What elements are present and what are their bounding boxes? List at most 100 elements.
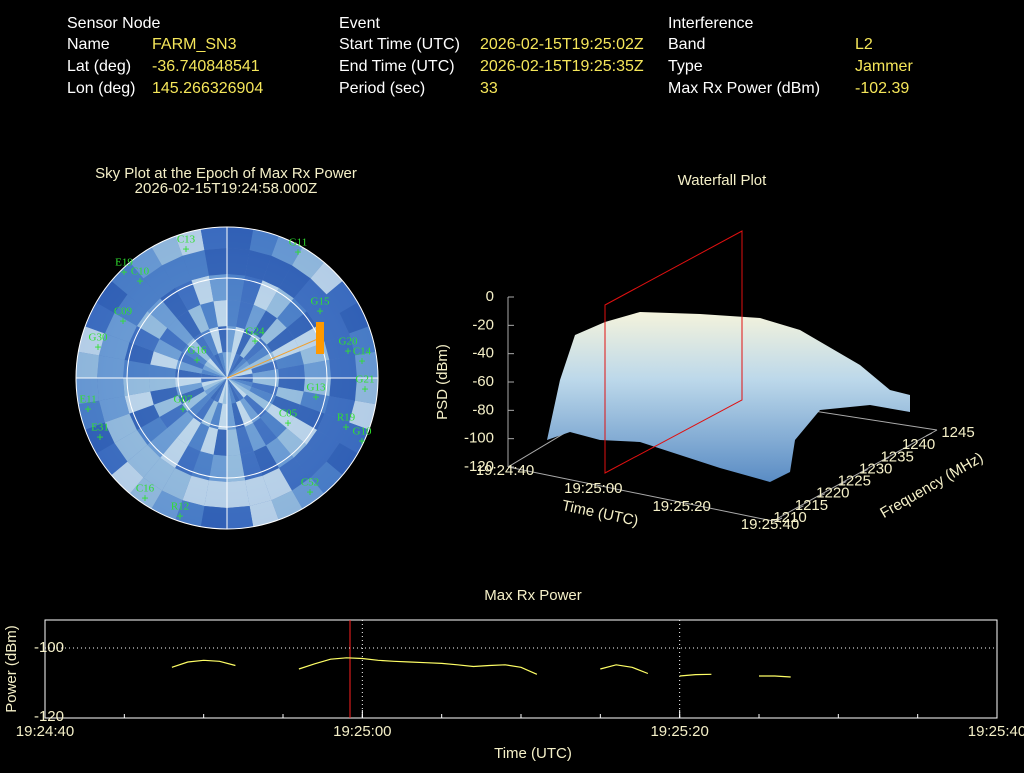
sky-cell bbox=[245, 475, 272, 506]
sky-cell bbox=[162, 468, 192, 501]
chart-title: Max Rx Power bbox=[484, 587, 582, 604]
x-tick-label: 19:25:20 bbox=[650, 723, 708, 740]
field-value: 2026-02-15T19:25:35Z bbox=[480, 58, 644, 75]
sky-cell bbox=[159, 327, 188, 352]
sky-cell bbox=[227, 274, 246, 302]
satellite-label: G21 bbox=[356, 374, 375, 386]
satellite-label: E19 bbox=[115, 257, 133, 269]
sky-cell bbox=[249, 386, 276, 404]
sky-cell bbox=[272, 395, 301, 417]
satellite-label: C52 bbox=[301, 477, 319, 489]
sky-cell bbox=[227, 403, 236, 430]
sky-cell bbox=[126, 242, 162, 279]
sky-cell bbox=[278, 364, 305, 378]
satellite-marker: + bbox=[358, 354, 365, 368]
sky-cell bbox=[175, 445, 201, 476]
sky-cell bbox=[201, 378, 227, 387]
sky-cell bbox=[218, 352, 227, 378]
sky-cell bbox=[176, 310, 201, 339]
freq-tick-label: 1215 bbox=[795, 497, 828, 514]
field-value: 33 bbox=[480, 80, 498, 97]
sky-cell bbox=[252, 378, 279, 387]
field-value: -36.740848541 bbox=[152, 58, 260, 75]
sky-cell bbox=[355, 350, 378, 378]
satellite-marker: + bbox=[94, 340, 101, 354]
sky-cell bbox=[210, 378, 227, 401]
sky-cell bbox=[204, 248, 227, 276]
sky-cell bbox=[292, 242, 328, 279]
satellite-label: G11 bbox=[289, 237, 308, 249]
satellite-label: G15 bbox=[311, 296, 330, 308]
section-title: Interference bbox=[668, 15, 753, 32]
sky-cell bbox=[143, 265, 175, 299]
z-tick-label: -20 bbox=[472, 316, 494, 333]
x-tick-label: 19:24:40 bbox=[16, 723, 74, 740]
sky-cell bbox=[253, 310, 278, 339]
sky-cell bbox=[227, 373, 253, 378]
sky-cell bbox=[209, 326, 223, 354]
sky-cell bbox=[240, 333, 261, 359]
sky-cell bbox=[182, 475, 209, 506]
sky-cell bbox=[176, 417, 201, 446]
sky-cell bbox=[143, 457, 175, 491]
sky-cell bbox=[306, 430, 340, 462]
sky-cell bbox=[104, 313, 137, 343]
y-tick-label: -100 bbox=[34, 639, 64, 656]
sky-cells bbox=[76, 227, 378, 529]
satellite-label: G07 bbox=[174, 394, 193, 406]
sky-cell bbox=[218, 326, 227, 353]
satellite-marker: + bbox=[96, 430, 103, 444]
sky-cell bbox=[160, 437, 188, 469]
sky-cell bbox=[193, 397, 214, 423]
sky-cell bbox=[306, 294, 340, 326]
satellite-marker: + bbox=[284, 416, 291, 430]
sky-cell bbox=[329, 378, 357, 401]
x-axis-label: Time (UTC) bbox=[494, 745, 572, 762]
sky-cell bbox=[213, 429, 227, 456]
sky-cell bbox=[245, 250, 272, 281]
sky-cell bbox=[326, 443, 363, 479]
freq-tick bbox=[904, 444, 911, 449]
sky-cell bbox=[286, 417, 318, 445]
sky-cell bbox=[129, 326, 160, 352]
sky-cell bbox=[227, 352, 236, 378]
sky-cell bbox=[187, 394, 211, 418]
sky-cell bbox=[317, 313, 350, 343]
sky-cell bbox=[279, 457, 311, 491]
sky-cell bbox=[210, 355, 227, 378]
epoch-plane bbox=[604, 230, 743, 474]
sky-cell bbox=[175, 378, 202, 387]
sky-cell bbox=[227, 378, 253, 383]
sky-cell bbox=[260, 318, 287, 345]
sky-cell bbox=[149, 364, 176, 378]
satellite-marker: + bbox=[316, 304, 323, 318]
time-tick-label: 19:25:20 bbox=[652, 498, 710, 515]
sky-cell bbox=[310, 461, 347, 498]
sky-cell bbox=[243, 394, 267, 418]
sky-cell bbox=[201, 378, 227, 383]
sky-cell bbox=[107, 258, 144, 295]
sky-cell bbox=[201, 329, 219, 356]
z-tick-label: -120 bbox=[464, 458, 494, 475]
time-tick-label: 19:25:40 bbox=[741, 516, 799, 533]
satellite-label: C13 bbox=[177, 234, 196, 246]
sky-cell bbox=[227, 227, 255, 250]
satellite-label: C05 bbox=[279, 408, 298, 420]
sky-cell bbox=[199, 227, 227, 250]
satellite-marker: + bbox=[179, 402, 186, 416]
field-label: Max Rx Power (dBm) bbox=[668, 80, 820, 97]
sky-cell bbox=[200, 426, 218, 455]
sky-cell bbox=[326, 277, 363, 313]
sky-cell bbox=[199, 506, 227, 529]
sky-cell bbox=[153, 339, 182, 361]
sky-cell bbox=[123, 378, 151, 397]
sky-cell bbox=[150, 387, 179, 405]
satellite-marker: + bbox=[141, 491, 148, 505]
sky-cell bbox=[227, 355, 244, 378]
sky-subtitle: 2026-02-15T19:24:58.000Z bbox=[135, 180, 318, 197]
sky-cell bbox=[99, 333, 130, 360]
sky-cell bbox=[303, 359, 331, 378]
sky-cell bbox=[209, 402, 223, 430]
sky-cell bbox=[227, 454, 246, 482]
field-value: FARM_SN3 bbox=[152, 36, 237, 53]
